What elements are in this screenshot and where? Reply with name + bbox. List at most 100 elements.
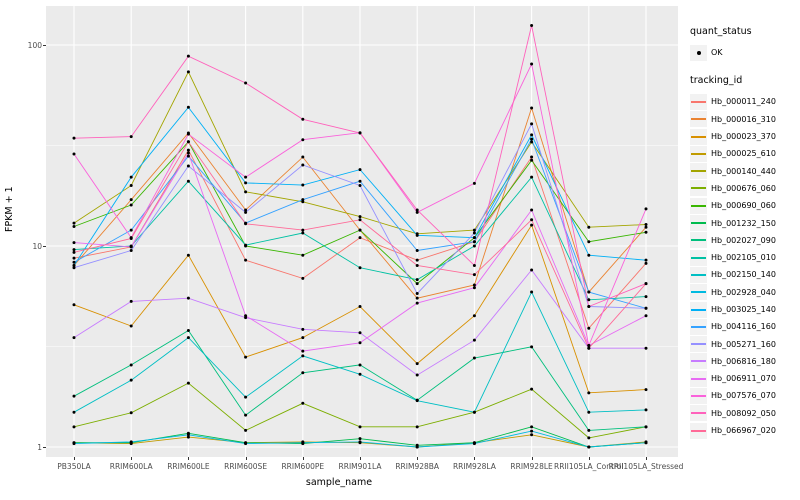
data-point	[186, 336, 190, 340]
legend-item-label: Hb_066967_020	[711, 426, 776, 436]
data-point	[472, 244, 476, 248]
data-point	[72, 248, 76, 252]
data-point	[472, 410, 476, 414]
x-tick-mark	[74, 457, 75, 460]
data-point	[358, 305, 362, 309]
data-point	[644, 258, 648, 262]
legend-item-Hb_066967_020: Hb_066967_020	[690, 422, 798, 439]
data-point	[186, 253, 190, 257]
data-point	[186, 70, 190, 74]
legend-key-swatch	[690, 422, 707, 439]
data-point	[415, 258, 419, 262]
y-tick-label: 100	[27, 40, 42, 50]
legend-item-label: Hb_008092_050	[711, 408, 776, 418]
data-point	[186, 151, 190, 155]
data-point	[530, 62, 534, 66]
legend-line-icon	[691, 222, 706, 225]
legend-item-label: Hb_000690_060	[711, 201, 776, 211]
legend-key-swatch	[690, 128, 707, 145]
legend-line-icon	[691, 239, 706, 242]
data-point	[472, 240, 476, 244]
data-point	[72, 250, 76, 254]
data-point	[530, 429, 534, 433]
data-point	[301, 327, 305, 331]
data-point	[186, 381, 190, 385]
data-point	[244, 81, 248, 85]
data-point	[72, 266, 76, 270]
y-axis-title: FPKM + 1	[4, 186, 15, 232]
data-point	[644, 261, 648, 265]
legend-key-swatch	[690, 370, 707, 387]
x-tick-mark	[646, 457, 647, 460]
data-point	[186, 140, 190, 144]
legend-key-swatch	[690, 301, 707, 318]
data-point	[358, 341, 362, 345]
legend-item-label: Hb_002928_040	[711, 287, 776, 297]
legend-label-ok: OK	[711, 48, 723, 58]
x-tick-label: RRIM928LA	[452, 462, 496, 471]
legend-item-Hb_005271_160: Hb_005271_160	[690, 335, 798, 353]
data-point	[244, 413, 248, 417]
x-tick-mark	[131, 457, 133, 460]
data-point	[129, 324, 133, 328]
data-point	[244, 210, 248, 214]
x-tick-label: RRIM928BA	[395, 462, 440, 471]
legend-key-swatch	[690, 93, 707, 110]
x-tick-mark	[360, 457, 361, 460]
data-point	[358, 331, 362, 335]
legend-item-label: Hb_000016_310	[711, 114, 776, 124]
data-point	[301, 183, 305, 187]
data-point	[301, 349, 305, 353]
legend-item-label: Hb_000023_370	[711, 132, 776, 142]
legend-item-label: Hb_006911_070	[711, 374, 776, 384]
data-point	[129, 411, 133, 415]
legend-line-icon	[691, 273, 706, 276]
legend-key-swatch	[690, 163, 707, 180]
data-point	[186, 105, 190, 109]
data-point	[301, 231, 305, 235]
data-point	[186, 54, 190, 58]
legend-item-label: Hb_002027_090	[711, 235, 776, 245]
data-point	[244, 175, 248, 179]
plot-panel	[46, 6, 678, 457]
legend-quant-status: quant_status OK	[690, 26, 798, 61]
legend-item-label: Hb_006816_180	[711, 356, 776, 366]
data-point	[415, 425, 419, 429]
data-point	[415, 296, 419, 300]
legend-key-swatch	[690, 405, 707, 422]
data-point	[129, 203, 133, 207]
data-point	[530, 106, 534, 110]
legend-item-ok: OK	[690, 44, 798, 61]
data-point	[301, 253, 305, 257]
legend-line-icon	[691, 360, 706, 363]
legend-line-icon	[691, 170, 706, 173]
data-point	[472, 283, 476, 287]
data-point	[129, 135, 133, 139]
legend-line-icon	[691, 187, 706, 190]
legend-item-Hb_000011_240: Hb_000011_240	[690, 93, 798, 110]
data-point	[472, 273, 476, 277]
data-point	[129, 236, 133, 240]
data-point	[415, 233, 419, 237]
legend-key-swatch	[690, 232, 707, 249]
data-point	[301, 354, 305, 358]
data-point	[186, 179, 190, 183]
data-point	[415, 263, 419, 267]
data-point	[530, 133, 534, 137]
data-point	[72, 225, 76, 229]
legend-line-icon	[691, 308, 706, 311]
data-point	[644, 282, 648, 286]
legend-tracking-id: tracking_id Hb_000011_240 Hb_000016_310 Hb…	[690, 75, 798, 439]
data-point	[472, 286, 476, 290]
legend-item-Hb_004116_160: Hb_004116_160	[690, 318, 798, 335]
data-point	[358, 179, 362, 183]
data-point	[530, 24, 534, 28]
legend-key-swatch	[690, 387, 707, 404]
data-point	[358, 425, 362, 429]
legend-item-Hb_002027_090: Hb_002027_090	[690, 232, 798, 249]
x-tick-label: PB350LA	[57, 462, 91, 471]
data-point	[472, 236, 476, 240]
legend-key-swatch	[690, 197, 707, 214]
data-point	[129, 363, 133, 367]
legend-line-icon	[691, 394, 706, 397]
